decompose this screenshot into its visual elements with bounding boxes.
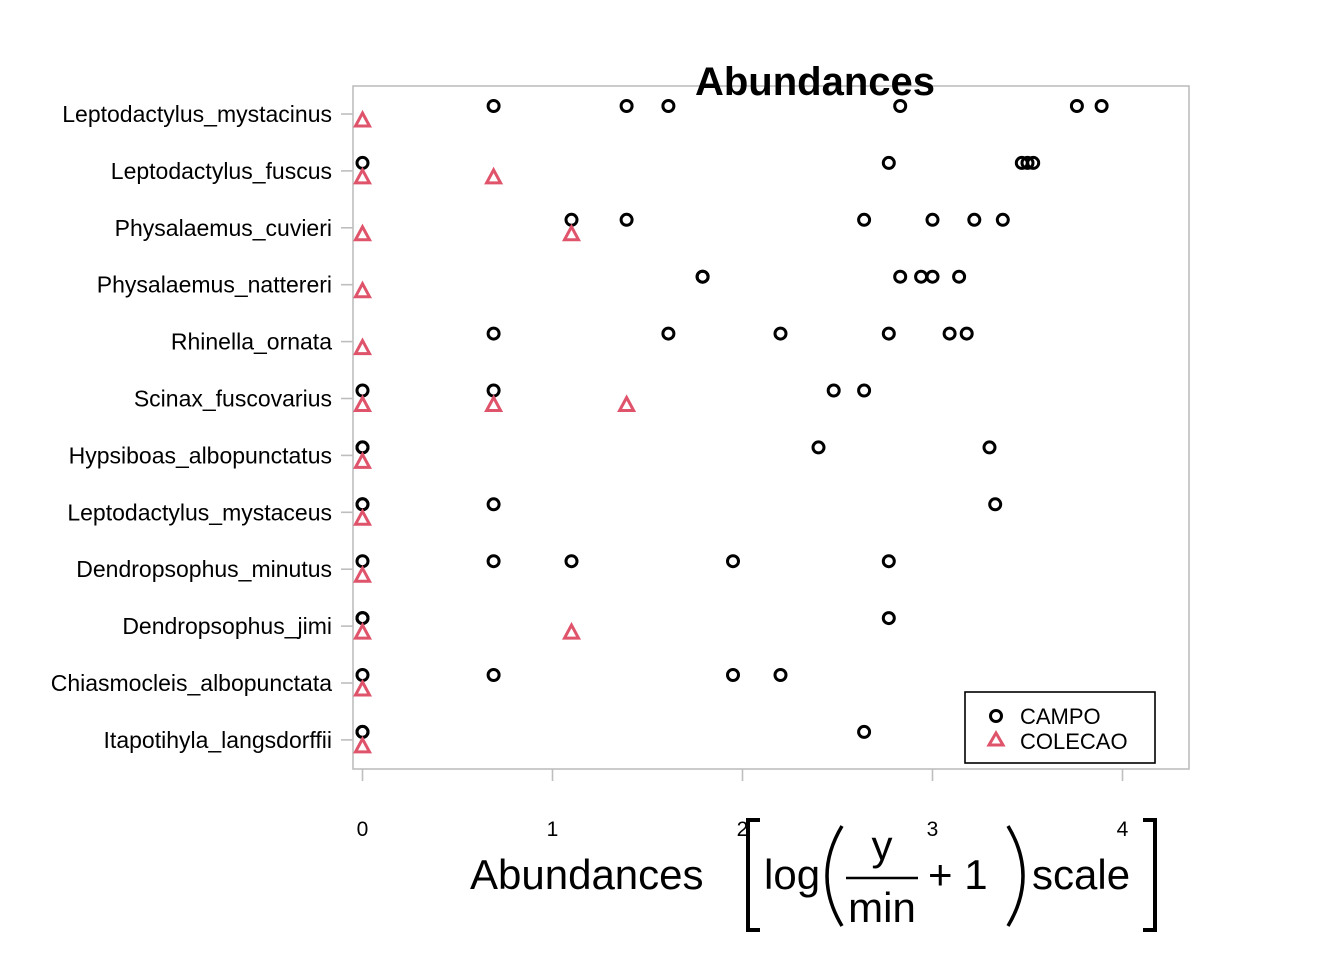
campo-point [959,326,974,341]
legend-campo-marker [989,709,1003,723]
colecao-point [352,337,373,356]
legend-colecao-marker [986,730,1006,747]
campo-point [995,212,1010,227]
campo-point [1094,99,1109,113]
x-tick-label: 2 [737,818,749,841]
x-tick-label: 0 [357,818,369,841]
colecao-point [352,394,373,412]
colecao-point [352,451,373,469]
x-tick-label: 1 [547,818,559,841]
data-marks [352,99,1109,754]
x-axis-title-denominator: min [848,884,916,931]
x-axis-title-suffix: scale [1032,851,1130,898]
campo-point [826,383,841,398]
x-tick-label: 3 [927,818,939,841]
colecao-point [484,394,504,412]
campo-point [881,611,896,626]
y-tick-label: Leptodactylus_fuscus [111,158,332,184]
y-tick-label: Physalaemus_cuvieri [115,215,332,241]
campo-point [914,269,929,284]
campo-point [695,269,710,284]
colecao-point [484,166,504,185]
x-axis-title-paren-right [1006,825,1025,927]
colecao-point [352,735,373,754]
plot-border [352,85,1190,770]
campo-point [726,668,740,682]
campo-point [881,554,896,569]
colecao-point [617,394,637,412]
y-tick-label: Leptodactylus_mystacinus [62,101,332,127]
campo-point [661,99,676,113]
colecao-point [561,621,582,640]
campo-point [988,497,1003,512]
campo-point [857,212,872,227]
campo-point [893,269,908,284]
campo-point [942,326,957,341]
x-tick-label: 4 [1117,818,1129,841]
campo-point [967,212,982,227]
colecao-point [352,223,373,242]
chart-title: Abundances [695,60,935,104]
campo-point [486,326,501,341]
campo-point [486,668,501,682]
campo-point [773,326,788,341]
campo-point [952,269,967,284]
campo-point [881,326,896,341]
y-tick-label: Leptodactylus_mystaceus [67,499,332,525]
y-tick-label: Dendropsophus_minutus [76,556,332,582]
plot-frame [352,85,1190,770]
y-tick-label: Dendropsophus_jimi [122,613,332,639]
colecao-point [352,621,373,640]
legend: CAMPO COLECAO [964,691,1156,764]
legend-campo-label: CAMPO [1020,704,1101,729]
legend-box [964,691,1156,764]
y-tick-label: Rhinella_ornata [171,329,332,355]
campo-point [857,724,872,739]
campo-point [726,554,740,569]
x-axis-title-bracket-right [1143,818,1157,932]
campo-point [486,99,501,113]
colecao-point [352,565,373,583]
campo-point [893,99,908,113]
campo-point [1026,155,1041,170]
x-axis-title-prefix: Abundances [470,851,704,898]
y-tick-label: Hypsiboas_albopunctatus [69,442,332,468]
y-tick-label: Scinax_fuscovarius [134,386,332,412]
y-axis: Leptodactylus_mystacinus Leptodactylus_fu… [51,101,353,753]
x-axis: 0 1 2 3 4 [357,769,1129,841]
colecao-point [352,678,373,697]
x-axis-title-bracket-left [746,818,760,932]
y-tick-label: Chiasmocleis_albopunctata [51,670,332,696]
campo-point [486,554,501,569]
campo-point [811,440,826,455]
campo-point [1020,155,1035,170]
campo-point [661,326,676,341]
campo-point [619,99,634,113]
x-axis-title-paren-left [825,825,844,927]
campo-point [564,554,579,569]
colecao-point [352,508,373,526]
colecao-point [352,109,373,128]
campo-point [857,383,872,398]
campo-point [1069,99,1084,113]
x-axis-title-log: log [764,851,820,898]
legend-colecao-label: COLECAO [1020,729,1128,754]
y-tick-label: Physalaemus_nattereri [97,272,332,298]
y-tick-label: Itapotihyla_langsdorffii [104,727,332,753]
campo-point [925,212,940,227]
colecao-point [352,280,373,299]
x-axis-title-numerator: y [872,822,893,869]
campo-point [881,155,896,170]
colecao-point [561,223,582,242]
campo-point [773,668,788,682]
colecao-point [352,166,373,185]
campo-point [982,440,997,455]
campo-point [925,269,940,284]
campo-point [486,497,501,512]
x-axis-title-plus-one: + 1 [928,851,988,898]
campo-point [619,212,634,227]
x-axis-title: Abundances log y min + 1 scale [470,818,1157,932]
